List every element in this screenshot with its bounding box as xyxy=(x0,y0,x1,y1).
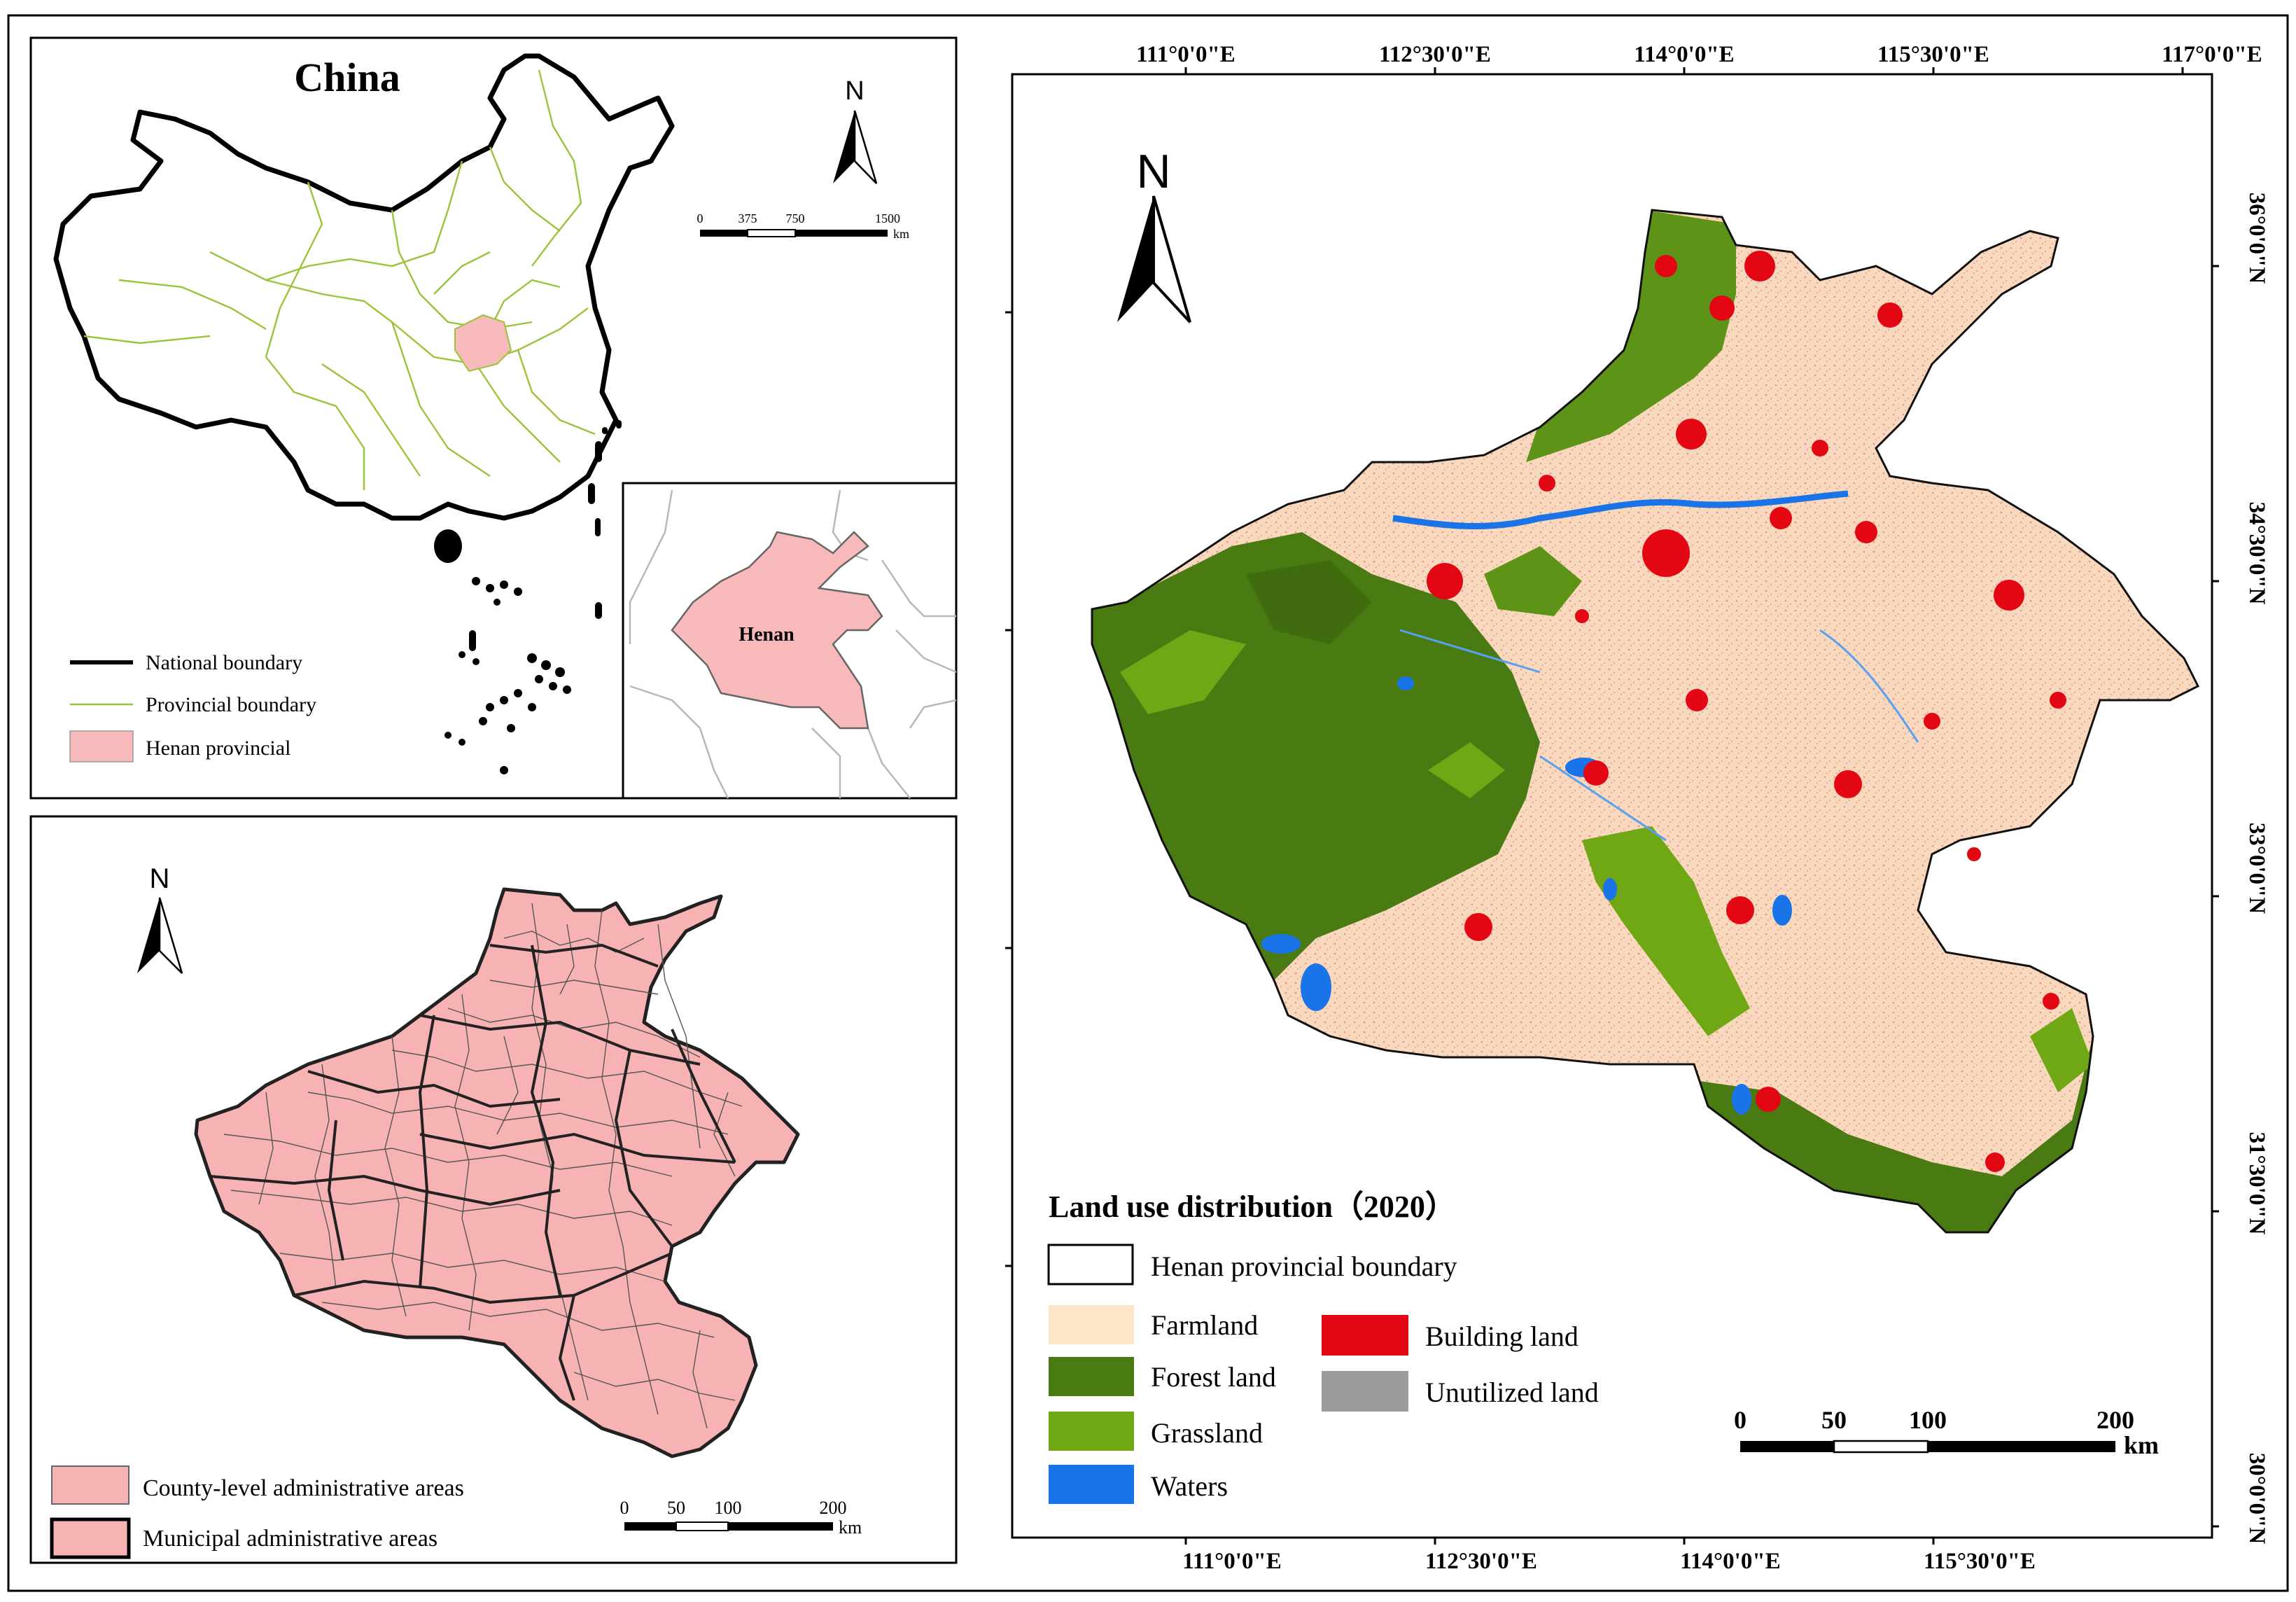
south-china-sea-islands xyxy=(434,420,622,774)
county-scale-bar: 0 50 100 200 km xyxy=(620,1498,862,1538)
legend-county-label: County-level administrative areas xyxy=(143,1475,464,1501)
county-scale-tick-200: 200 xyxy=(820,1498,847,1518)
china-scale-tick-0: 0 xyxy=(697,211,704,225)
landuse-north-arrow: N xyxy=(1117,145,1191,323)
bottom-tick-label-2: 112°30'0"E xyxy=(1425,1549,1537,1574)
county-scale-unit: km xyxy=(839,1517,862,1538)
inset-henan xyxy=(671,531,883,730)
county-boundaries xyxy=(223,903,743,1429)
right-tick-label-5: 30°0'0"N xyxy=(2244,1453,2269,1545)
henan-county-map xyxy=(194,887,800,1458)
county-legend: County-level administrative areas Munici… xyxy=(50,1465,464,1559)
legend-waters-label: Waters xyxy=(1151,1470,1228,1502)
county-scale-tick-50: 50 xyxy=(667,1498,685,1518)
henan-provincial-outline xyxy=(1091,209,2200,1234)
legend-farmland-label: Farmland xyxy=(1151,1309,1258,1341)
outer-frame xyxy=(7,14,2289,1592)
legend-national-label: National boundary xyxy=(146,651,302,674)
landuse-north-label: N xyxy=(1136,145,1170,198)
top-tick-label-4: 115°30'0"E xyxy=(1877,42,1989,67)
china-north-label: N xyxy=(845,76,864,106)
inset-henan-label: Henan xyxy=(738,624,794,646)
legend-boundary-label: Henan provincial boundary xyxy=(1151,1251,1457,1282)
landuse-scale-unit: km xyxy=(2124,1431,2159,1459)
bottom-tick-label-4: 115°30'0"E xyxy=(1924,1549,2036,1574)
municipal-boundaries xyxy=(209,943,736,1401)
right-tick-label-2: 34°30'0"N xyxy=(2244,501,2269,604)
legend-grassland-swatch xyxy=(1049,1412,1134,1451)
county-north-arrow: N xyxy=(137,863,183,974)
legend-forest-label: Forest land xyxy=(1151,1361,1276,1393)
china-scale-tick-1500: 1500 xyxy=(875,211,900,225)
legend-forest-swatch xyxy=(1049,1357,1134,1396)
china-scale-unit: km xyxy=(893,227,909,241)
right-tick-label-3: 33°0'0"N xyxy=(2244,823,2269,914)
legend-grassland-label: Grassland xyxy=(1151,1417,1263,1449)
graticule-labels: 111°0'0"E 112°30'0"E 114°0'0"E 115°30'0"… xyxy=(1136,42,2269,1574)
landuse-scale-bar: 0 50 100 200 km xyxy=(1734,1406,2159,1459)
landuse-panel: 111°0'0"E 112°30'0"E 114°0'0"E 115°30'0"… xyxy=(1005,42,2269,1574)
bottom-tick-label-3: 114°0'0"E xyxy=(1680,1549,1780,1574)
county-panel: N xyxy=(29,815,958,1564)
landuse-scale-tick-100: 100 xyxy=(1909,1406,1947,1434)
landuse-scale-tick-50: 50 xyxy=(1821,1406,1847,1434)
legend-building-label: Building land xyxy=(1425,1321,1578,1352)
county-scale-tick-100: 100 xyxy=(715,1498,742,1518)
legend-county-swatch xyxy=(51,1465,130,1505)
legend-henan-swatch xyxy=(69,730,134,762)
china-scale-bar: 0 375 750 1500 km xyxy=(697,211,910,241)
graticule-ticks xyxy=(1005,67,2219,1545)
top-tick-label-2: 112°30'0"E xyxy=(1379,42,1491,67)
right-tick-label-1: 36°0'0"N xyxy=(2244,193,2269,284)
legend-farmland-swatch xyxy=(1049,1305,1134,1344)
legend-unutilized-swatch xyxy=(1322,1371,1408,1412)
legend-municipal-swatch xyxy=(50,1517,131,1559)
legend-provincial-label: Provincial boundary xyxy=(146,693,316,716)
top-tick-label-5: 117°0'0"E xyxy=(2162,42,2262,67)
china-title: China xyxy=(294,55,400,100)
legend-municipal-label: Municipal administrative areas xyxy=(143,1526,438,1552)
top-tick-label-3: 114°0'0"E xyxy=(1634,42,1734,67)
bottom-tick-label-1: 111°0'0"E xyxy=(1182,1549,1282,1574)
provincial-boundaries xyxy=(83,69,596,490)
legend-building-swatch xyxy=(1322,1315,1408,1356)
county-scale-tick-0: 0 xyxy=(620,1498,629,1518)
landuse-scale-tick-200: 200 xyxy=(2096,1406,2134,1434)
legend-boundary-swatch xyxy=(1047,1244,1134,1286)
legend-unutilized-label: Unutilized land xyxy=(1425,1377,1599,1408)
legend-henan-label: Henan provincial xyxy=(146,737,290,760)
building-land-clusters xyxy=(1427,251,2066,1172)
top-tick-label-1: 111°0'0"E xyxy=(1136,42,1236,67)
henan-inset: Henan xyxy=(622,482,958,800)
china-north-arrow: N xyxy=(833,76,878,184)
landuse-scale-tick-0: 0 xyxy=(1734,1406,1746,1434)
landuse-legend: Land use distribution（2020） Henan provin… xyxy=(1047,1190,1599,1504)
china-panel: China xyxy=(29,36,958,800)
landuse-legend-title: Land use distribution（2020） xyxy=(1049,1190,1456,1224)
china-national-boundary xyxy=(53,53,675,521)
china-scale-tick-750: 750 xyxy=(786,211,805,225)
china-legend: National boundary Provincial boundary He… xyxy=(69,651,316,762)
henan-highlight xyxy=(454,314,512,372)
county-north-label: N xyxy=(150,863,170,894)
legend-waters-swatch xyxy=(1049,1465,1134,1504)
china-scale-tick-375: 375 xyxy=(738,211,757,225)
right-tick-label-4: 31°30'0"N xyxy=(2244,1131,2269,1234)
